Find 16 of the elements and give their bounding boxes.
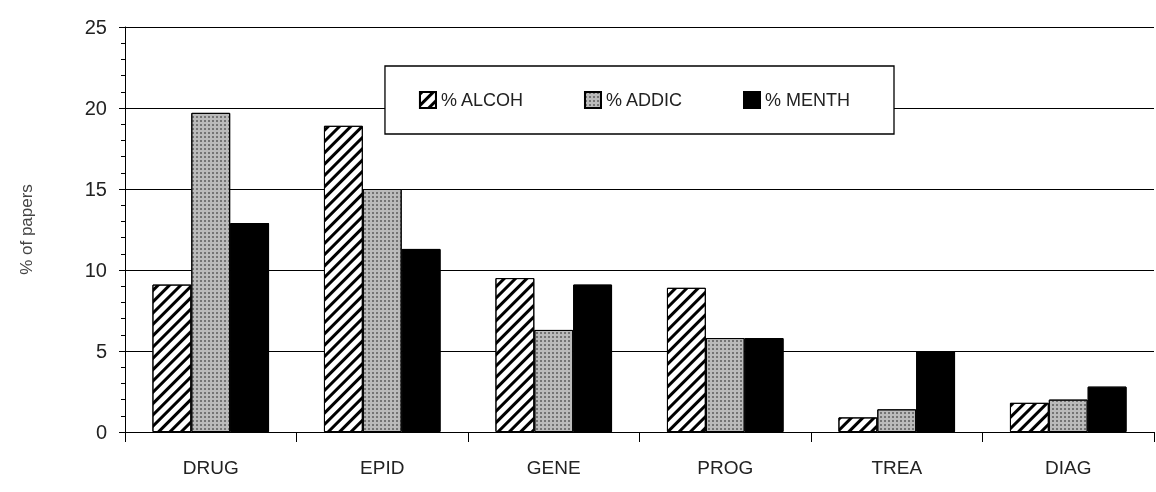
x-tick-label: PROG [697,457,754,478]
x-tick-label: TREA [871,457,923,478]
y-tick-label: 20 [84,97,107,119]
x-tick-label: EPID [360,457,405,478]
x-tick-label: GENE [526,457,581,478]
y-tick-label: 0 [95,421,107,443]
legend-label: % MENTH [765,90,850,110]
y-axis-title: % of papers [17,184,36,275]
y-tick-label: 25 [84,16,107,38]
x-tick-label: DRUG [182,457,239,478]
y-tick-label: 10 [84,259,107,281]
legend-label: % ALCOH [440,90,523,110]
y-tick-label: 15 [84,178,107,200]
y-tick-label: 5 [95,340,107,362]
legend-label: % ADDIC [605,90,683,110]
x-tick-label: DIAG [1045,457,1092,478]
